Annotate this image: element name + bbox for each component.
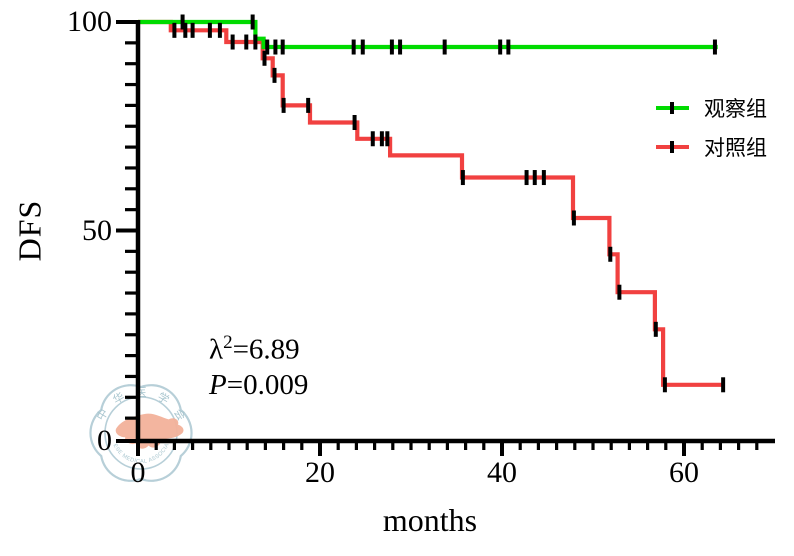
lambda-symbol: λ (209, 333, 224, 366)
survival-curve-observation (138, 19, 718, 50)
legend-label-control: 对照组 (704, 136, 767, 160)
lambda-superscript: 2 (223, 332, 233, 353)
chi-square-value: =6.89 (232, 333, 300, 366)
legend-censor-tick-icon (670, 141, 674, 153)
x-tick-label-20: 20 (305, 456, 335, 489)
seal-top-character: 医 (136, 387, 147, 399)
p-value-line: P=0.009 (209, 368, 308, 403)
chi-square-line: λ2=6.89 (209, 325, 308, 368)
x-tick-label-60: 60 (669, 456, 699, 489)
p-value: =0.009 (226, 368, 309, 401)
y-axis-title: DFS (11, 199, 48, 262)
legend-censor-tick-icon (670, 102, 674, 114)
legend: 观察组 对照组 (656, 96, 767, 174)
y-tick-label-50: 50 (82, 213, 112, 247)
legend-item-control-group: 对照组 (656, 135, 767, 160)
seal-border-flower (89, 384, 193, 482)
x-tick-label-40: 40 (487, 456, 517, 489)
y-tick-label-100: 100 (67, 5, 112, 38)
x-axis-title: months (382, 502, 478, 538)
legend-swatch-red (656, 135, 689, 159)
x-tick-label-0: 0 (130, 456, 146, 489)
legend-item-observation-group: 观察组 (656, 96, 767, 121)
legend-label-observation: 观察组 (704, 97, 767, 121)
stat-annotation: λ2=6.89 P=0.009 (209, 325, 308, 403)
legend-swatch-green (656, 96, 689, 120)
y-tick-label-0: 0 (97, 424, 112, 457)
p-symbol: P (209, 368, 227, 401)
